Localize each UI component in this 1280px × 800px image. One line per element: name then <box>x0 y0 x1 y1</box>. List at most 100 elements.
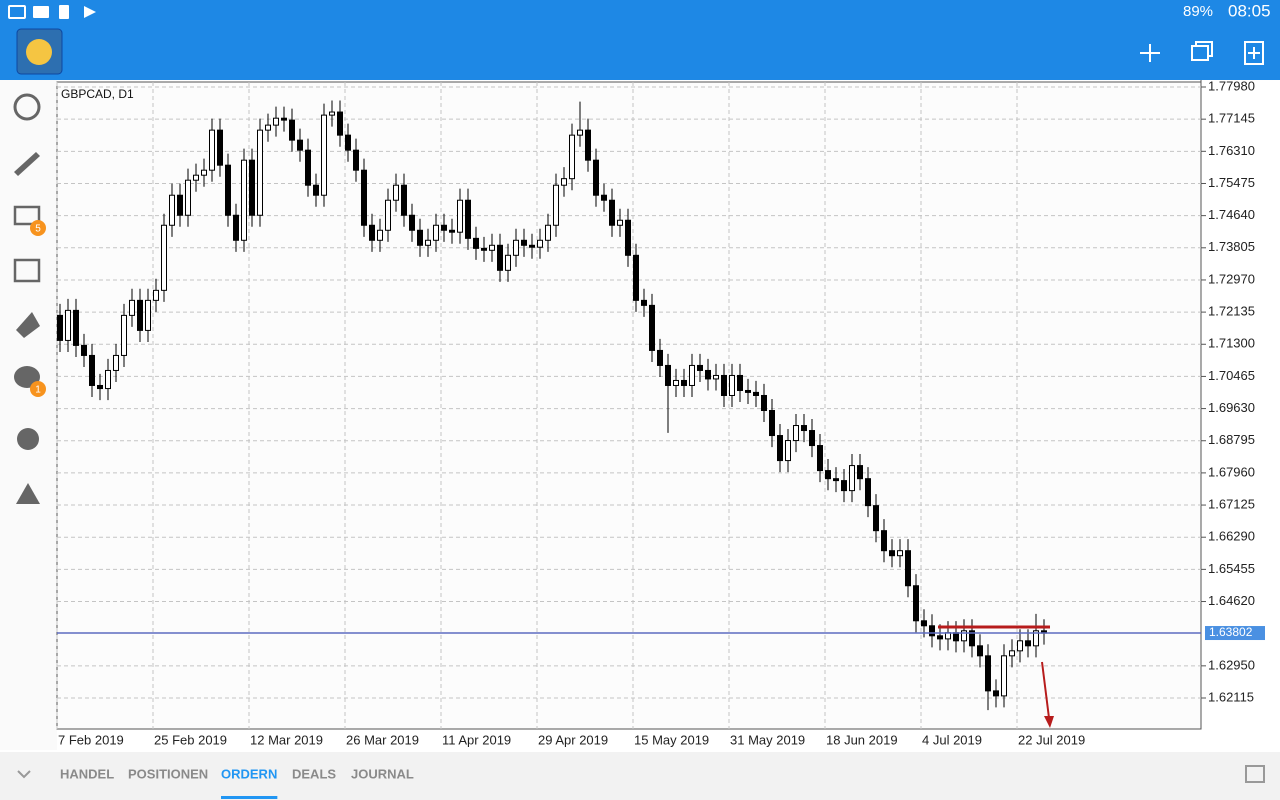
y-tick-label: 1.62115 <box>1208 689 1254 704</box>
x-tick-label: 4 Jul 2019 <box>922 732 982 747</box>
candle-body <box>785 440 791 462</box>
candle-body <box>649 304 655 351</box>
candle-body <box>977 645 983 657</box>
candle-body <box>497 244 503 271</box>
candle-body <box>281 117 287 121</box>
arrow-head <box>1044 716 1054 728</box>
candle-body <box>697 364 703 371</box>
candle-body <box>385 199 391 231</box>
candle-body <box>905 550 911 587</box>
candle-body <box>161 224 167 291</box>
candle-body <box>225 164 231 216</box>
calendar-icon[interactable] <box>1245 765 1265 783</box>
logo-coin <box>26 39 52 65</box>
candle-body <box>809 430 815 447</box>
y-tick-label: 1.68795 <box>1208 432 1255 447</box>
y-tick-label: 1.72135 <box>1208 304 1255 319</box>
candle-body <box>681 379 687 386</box>
candle-body <box>593 159 599 196</box>
candle-body <box>201 169 207 176</box>
arrow-line <box>1041 661 1050 719</box>
candle-body <box>505 254 511 271</box>
candle-body <box>993 690 999 697</box>
candle-body <box>665 364 671 386</box>
candle-body <box>257 129 263 216</box>
candle-body <box>777 435 783 462</box>
candle-body <box>137 299 143 331</box>
y-tick-label: 1.77980 <box>1208 78 1255 93</box>
candle-body <box>433 224 439 241</box>
candle-body <box>721 374 727 396</box>
app-bar <box>0 0 1280 80</box>
candle-body <box>233 214 239 241</box>
candle-body <box>561 178 567 186</box>
candle-body <box>625 219 631 256</box>
candles <box>57 100 1047 711</box>
y-tick-label: 1.62950 <box>1208 657 1255 672</box>
x-tick-label: 26 Mar 2019 <box>346 732 419 747</box>
candle-body <box>449 229 455 233</box>
candle-body <box>353 149 359 171</box>
candle-body <box>873 505 879 532</box>
candle-body <box>801 425 807 432</box>
candle-body <box>1001 655 1007 697</box>
candle-body <box>961 630 967 642</box>
candle-body <box>577 129 583 136</box>
candle-body <box>513 239 519 256</box>
candle-body <box>889 550 895 557</box>
grid <box>56 82 1201 729</box>
candle-body <box>129 299 135 316</box>
sidebar <box>0 80 57 750</box>
candle-body <box>713 374 719 380</box>
tab[interactable]: HANDEL <box>60 766 114 781</box>
candle-body <box>209 129 215 171</box>
candle-body <box>657 349 663 366</box>
tab-bar <box>0 752 1280 800</box>
candle-body <box>65 309 71 341</box>
tab[interactable]: ORDERN <box>221 766 277 781</box>
tabs: HANDEL POSITIONEN ORDERN DEALS JOURNAL <box>60 766 414 799</box>
chat-badge: 1 <box>35 385 41 396</box>
clock: 08:05 <box>1228 1 1271 20</box>
candle-body <box>521 239 527 246</box>
battery: 89% <box>1183 3 1213 20</box>
candle-body <box>249 159 255 216</box>
candle-body <box>153 289 159 301</box>
candle-body <box>1017 640 1023 652</box>
candle-body <box>769 410 775 437</box>
candle-body <box>537 239 543 248</box>
sidebar-icons <box>13 93 41 504</box>
candle-body <box>753 391 759 396</box>
candle-body <box>169 194 175 226</box>
candle-body <box>345 134 351 151</box>
x-tick-label: 31 May 2019 <box>730 732 805 747</box>
mail-badge: 5 <box>35 224 41 235</box>
collapse-icon[interactable] <box>17 770 31 779</box>
candle-body <box>849 465 855 492</box>
y-tick-label: 1.75475 <box>1208 175 1255 190</box>
candle-body <box>377 229 383 241</box>
candle-body <box>953 632 959 642</box>
tab[interactable]: POSITIONEN <box>128 766 208 781</box>
candle-body <box>969 630 975 647</box>
y-tick-label: 1.67960 <box>1208 464 1255 479</box>
candle-body <box>929 625 935 637</box>
candle-body <box>313 184 319 196</box>
chart-title: GBPCAD, D1 <box>61 87 134 101</box>
x-tick-label: 18 Jun 2019 <box>826 732 898 747</box>
candle-body <box>289 119 295 141</box>
candle-body <box>937 635 943 640</box>
tab[interactable]: DEALS <box>292 766 336 781</box>
candle-body <box>617 219 623 226</box>
candle-body <box>121 314 127 356</box>
candle-body <box>273 117 279 126</box>
x-tick-label: 12 Mar 2019 <box>250 732 323 747</box>
candle-body <box>321 114 327 196</box>
candle-body <box>761 394 767 412</box>
candle-body <box>745 389 751 393</box>
candle-body <box>529 244 535 248</box>
candle-body <box>921 620 927 627</box>
tab[interactable]: JOURNAL <box>351 766 414 781</box>
